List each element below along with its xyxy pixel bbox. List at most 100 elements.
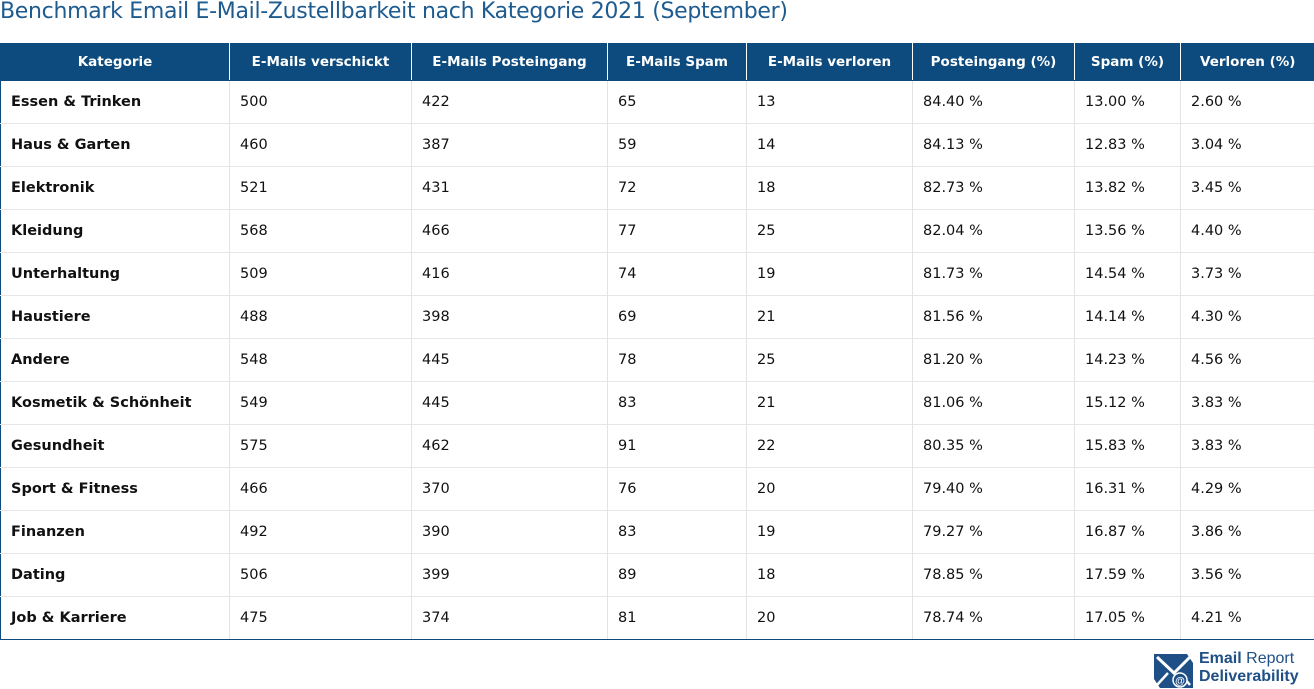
column-header: Spam (%) <box>1074 43 1181 81</box>
category-cell: Finanzen <box>0 510 230 554</box>
brand-wordmark: Email Report Deliverability <box>1199 650 1299 686</box>
category-cell: Kleidung <box>0 209 230 253</box>
category-cell: Essen & Trinken <box>0 80 230 124</box>
value-cell: 488 <box>229 295 412 339</box>
value-cell: 4.40 % <box>1180 209 1314 253</box>
value-cell: 20 <box>746 596 913 640</box>
category-cell: Haustiere <box>0 295 230 339</box>
table-body: Essen & Trinken 500 422 65 13 84.40 % 13.00 % 2… <box>0 80 1314 640</box>
svg-text:@: @ <box>1175 676 1185 687</box>
value-cell: 13.56 % <box>1074 209 1181 253</box>
value-cell: 374 <box>411 596 608 640</box>
value-cell: 19 <box>746 510 913 554</box>
value-cell: 13 <box>746 80 913 124</box>
table-row: Elektronik 521 431 72 18 82.73 % 13.82 % 3.45 % <box>0 166 1314 210</box>
table-row: Kosmetik & Schönheit 549 445 83 21 81.06 % 15.… <box>0 381 1314 425</box>
value-cell: 12.83 % <box>1074 123 1181 167</box>
value-cell: 3.56 % <box>1180 553 1314 597</box>
brand-deliverability-text: Deliverability <box>1199 668 1299 685</box>
value-cell: 387 <box>411 123 608 167</box>
value-cell: 422 <box>411 80 608 124</box>
value-cell: 460 <box>229 123 412 167</box>
value-cell: 398 <box>411 295 608 339</box>
value-cell: 509 <box>229 252 412 296</box>
value-cell: 492 <box>229 510 412 554</box>
value-cell: 2.60 % <box>1180 80 1314 124</box>
value-cell: 4.29 % <box>1180 467 1314 511</box>
value-cell: 14.23 % <box>1074 338 1181 382</box>
value-cell: 82.04 % <box>912 209 1075 253</box>
value-cell: 79.40 % <box>912 467 1075 511</box>
category-cell: Elektronik <box>0 166 230 210</box>
value-cell: 445 <box>411 338 608 382</box>
deliverability-table: Kategorie E-Mails verschickt E-Mails Poste… <box>0 43 1314 640</box>
value-cell: 3.83 % <box>1180 381 1314 425</box>
category-cell: Kosmetik & Schönheit <box>0 381 230 425</box>
table-row: Sport & Fitness 466 370 76 20 79.40 % 16.31 % 4… <box>0 467 1314 511</box>
table-row: Kleidung 568 466 77 25 82.04 % 13.56 % 4.40 % <box>0 209 1314 253</box>
value-cell: 506 <box>229 553 412 597</box>
column-header: Posteingang (%) <box>912 43 1075 81</box>
table-row: Gesundheit 575 462 91 22 80.35 % 15.83 % 3.83 % <box>0 424 1314 468</box>
value-cell: 78.74 % <box>912 596 1075 640</box>
brand-line-1: Email Report <box>1199 650 1299 668</box>
brand-email-text: Email <box>1199 650 1242 667</box>
value-cell: 462 <box>411 424 608 468</box>
category-cell: Haus & Garten <box>0 123 230 167</box>
column-header: Kategorie <box>0 43 230 81</box>
value-cell: 370 <box>411 467 608 511</box>
column-header: E-Mails verschickt <box>229 43 412 81</box>
value-cell: 83 <box>607 381 747 425</box>
category-cell: Andere <box>0 338 230 382</box>
value-cell: 20 <box>746 467 913 511</box>
value-cell: 17.05 % <box>1074 596 1181 640</box>
value-cell: 549 <box>229 381 412 425</box>
value-cell: 3.86 % <box>1180 510 1314 554</box>
value-cell: 15.83 % <box>1074 424 1181 468</box>
value-cell: 16.87 % <box>1074 510 1181 554</box>
category-cell: Job & Karriere <box>0 596 230 640</box>
value-cell: 80.35 % <box>912 424 1075 468</box>
value-cell: 81.56 % <box>912 295 1075 339</box>
value-cell: 4.21 % <box>1180 596 1314 640</box>
value-cell: 78.85 % <box>912 553 1075 597</box>
value-cell: 79.27 % <box>912 510 1075 554</box>
value-cell: 81.73 % <box>912 252 1075 296</box>
value-cell: 77 <box>607 209 747 253</box>
value-cell: 466 <box>229 467 412 511</box>
table-row: Andere 548 445 78 25 81.20 % 14.23 % 4.56 % <box>0 338 1314 382</box>
category-cell: Dating <box>0 553 230 597</box>
value-cell: 89 <box>607 553 747 597</box>
value-cell: 390 <box>411 510 608 554</box>
value-cell: 3.83 % <box>1180 424 1314 468</box>
value-cell: 78 <box>607 338 747 382</box>
table-header-row: Kategorie E-Mails verschickt E-Mails Poste… <box>0 43 1314 81</box>
value-cell: 568 <box>229 209 412 253</box>
table-header: Kategorie E-Mails verschickt E-Mails Poste… <box>0 43 1314 81</box>
column-header: E-Mails Spam <box>607 43 747 81</box>
value-cell: 13.82 % <box>1074 166 1181 210</box>
value-cell: 69 <box>607 295 747 339</box>
column-header: E-Mails Posteingang <box>411 43 608 81</box>
value-cell: 466 <box>411 209 608 253</box>
value-cell: 3.73 % <box>1180 252 1314 296</box>
table-row: Haus & Garten 460 387 59 14 84.13 % 12.83 % 3.0… <box>0 123 1314 167</box>
value-cell: 21 <box>746 381 913 425</box>
value-cell: 548 <box>229 338 412 382</box>
value-cell: 84.13 % <box>912 123 1075 167</box>
page-title: Benchmark Email E-Mail-Zustellbarkeit na… <box>0 0 788 24</box>
value-cell: 65 <box>607 80 747 124</box>
value-cell: 17.59 % <box>1074 553 1181 597</box>
value-cell: 82.73 % <box>912 166 1075 210</box>
table-row: Haustiere 488 398 69 21 81.56 % 14.14 % 4.30 % <box>0 295 1314 339</box>
value-cell: 575 <box>229 424 412 468</box>
value-cell: 4.56 % <box>1180 338 1314 382</box>
value-cell: 13.00 % <box>1074 80 1181 124</box>
value-cell: 4.30 % <box>1180 295 1314 339</box>
value-cell: 19 <box>746 252 913 296</box>
column-header: E-Mails verloren <box>746 43 913 81</box>
value-cell: 15.12 % <box>1074 381 1181 425</box>
value-cell: 84.40 % <box>912 80 1075 124</box>
value-cell: 18 <box>746 553 913 597</box>
value-cell: 81.06 % <box>912 381 1075 425</box>
